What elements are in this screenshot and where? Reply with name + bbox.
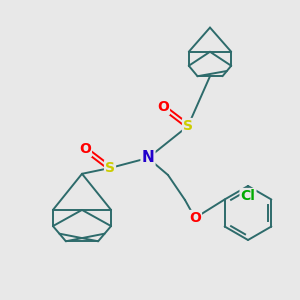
Text: O: O — [157, 100, 169, 114]
Text: S: S — [105, 161, 115, 175]
Text: N: N — [142, 151, 154, 166]
Text: S: S — [183, 119, 193, 133]
Text: O: O — [79, 142, 91, 156]
Text: Cl: Cl — [241, 189, 255, 203]
Text: O: O — [189, 211, 201, 225]
